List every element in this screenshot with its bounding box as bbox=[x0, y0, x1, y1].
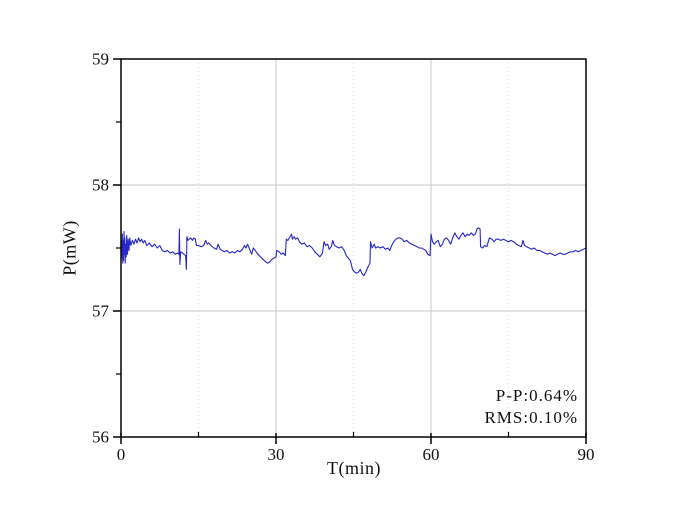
y-tick-label: 57 bbox=[92, 301, 109, 321]
y-tick-label: 58 bbox=[92, 175, 109, 195]
annotation-rms: RMS:0.10% bbox=[484, 408, 578, 427]
x-axis-title: T(min) bbox=[327, 458, 381, 478]
x-tick-label: 60 bbox=[422, 445, 440, 464]
y-tick-label: 59 bbox=[92, 49, 109, 69]
x-tick-label: 30 bbox=[267, 445, 285, 464]
series-line bbox=[120, 227, 587, 277]
y-axis-title: P(mW) bbox=[59, 220, 80, 276]
annotation-pp: P-P:0.64% bbox=[495, 386, 578, 405]
y-tick-label: 56 bbox=[92, 427, 109, 447]
stability-annotation: P-P:0.64% RMS:0.10% bbox=[484, 385, 578, 429]
x-tick-label: 90 bbox=[577, 445, 595, 464]
x-tick-label: 0 bbox=[116, 445, 126, 464]
